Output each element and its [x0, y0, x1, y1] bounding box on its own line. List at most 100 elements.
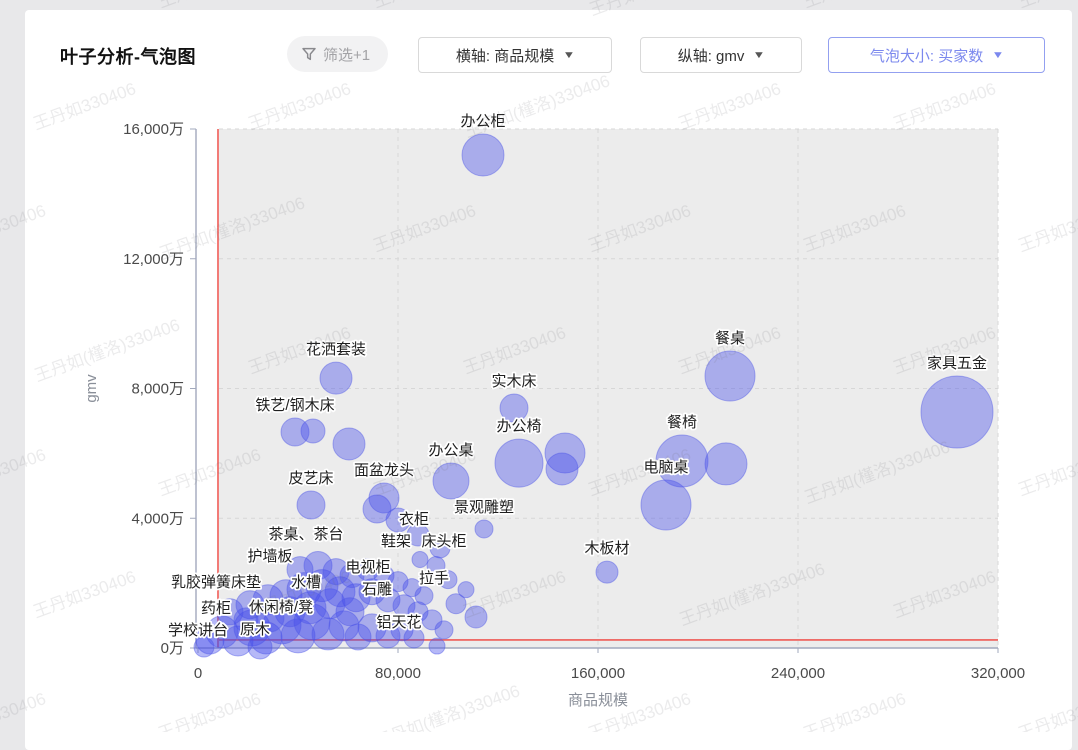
bubble[interactable] [434, 620, 454, 640]
x-axis-select-label: 横轴: 商品规模 [455, 47, 555, 65]
bubble-size-select[interactable]: 气泡大小: 买家数 ▼ [828, 37, 1045, 73]
bubble[interactable] [255, 603, 285, 633]
x-tick-label: 80,000 [375, 665, 421, 682]
bubble[interactable] [286, 556, 314, 584]
bubble[interactable] [640, 479, 692, 531]
bubble[interactable] [319, 361, 353, 395]
bubble[interactable] [252, 584, 284, 616]
bubble[interactable] [429, 537, 451, 559]
bubble[interactable] [247, 634, 273, 660]
bubble[interactable] [233, 607, 259, 633]
bubble[interactable] [362, 494, 392, 524]
bubble[interactable] [358, 578, 386, 606]
bubble[interactable] [216, 598, 244, 626]
bubble[interactable] [411, 551, 429, 569]
bubble[interactable] [280, 618, 316, 654]
bubble[interactable] [655, 434, 709, 488]
y-axis-select[interactable]: 纵轴: gmv ▼ [640, 37, 802, 73]
bubble[interactable] [293, 603, 331, 641]
x-tick-label: 160,000 [571, 665, 625, 682]
bubble[interactable] [341, 583, 371, 613]
bubble[interactable] [233, 609, 271, 647]
bubble[interactable] [464, 605, 488, 629]
bubble-label: 景观雕塑 [454, 499, 514, 516]
x-axis-select[interactable]: 横轴: 商品规模 ▼ [418, 37, 612, 73]
bubble[interactable] [356, 558, 380, 582]
bubble[interactable] [461, 133, 505, 177]
x-tick-label: 320,000 [971, 665, 1025, 682]
bubble[interactable] [274, 596, 306, 628]
bubble[interactable] [339, 563, 365, 589]
bubble[interactable] [293, 591, 327, 625]
bubble[interactable] [421, 609, 443, 631]
bubble[interactable] [303, 551, 333, 581]
y-tick-label: 16,000万 [123, 121, 184, 138]
bubble[interactable] [322, 558, 350, 586]
bubble[interactable] [357, 613, 387, 643]
bubble-label: 办公椅 [496, 418, 541, 435]
bubble-label: 餐椅 [667, 414, 697, 431]
bubble[interactable] [296, 490, 326, 520]
bubble[interactable] [407, 601, 429, 623]
bubble[interactable] [414, 586, 434, 606]
bubble[interactable] [387, 571, 409, 593]
bubble[interactable] [249, 621, 283, 655]
bubble[interactable] [311, 617, 345, 651]
bubble[interactable] [344, 623, 372, 651]
bubble[interactable] [406, 523, 430, 547]
bubble-label: 拉手 [419, 570, 449, 587]
bubble-label: 衣柜 [399, 511, 429, 528]
bubble[interactable] [300, 418, 326, 444]
bubble[interactable] [335, 597, 365, 627]
bubble[interactable] [375, 587, 401, 613]
bubble[interactable] [222, 625, 254, 657]
bubble[interactable] [704, 442, 748, 486]
bubble[interactable] [205, 615, 239, 649]
bubble[interactable] [595, 560, 619, 584]
bubble-chart-canvas[interactable]: 0 80,000 160,000 240,000 320,000 0万 4,000万 8,00… [0, 0, 1078, 732]
bubble[interactable] [403, 627, 425, 649]
y-tick-label: 0万 [161, 640, 184, 657]
bubble[interactable] [332, 427, 366, 461]
bubble[interactable] [545, 452, 579, 486]
bubble[interactable] [368, 482, 400, 514]
x-tick-label: 240,000 [771, 665, 825, 682]
bubble[interactable] [385, 507, 411, 533]
bubble[interactable] [390, 618, 414, 642]
bubble[interactable] [704, 350, 756, 402]
bubble-label: 学校讲台 [168, 622, 228, 639]
bubble[interactable] [426, 556, 446, 576]
bubble[interactable] [402, 578, 422, 598]
bubble-label: 护墙板 [247, 547, 292, 565]
bubble[interactable] [269, 579, 303, 613]
bubble[interactable] [474, 519, 494, 539]
filter-button[interactable]: 筛选+1 [287, 36, 389, 72]
bubble[interactable] [494, 438, 544, 488]
bubble[interactable] [193, 636, 215, 658]
bubble-label: 铝天花 [376, 614, 421, 631]
bubble[interactable] [920, 375, 994, 449]
bubble[interactable] [438, 570, 458, 590]
bubble[interactable] [457, 581, 475, 599]
bubble[interactable] [280, 417, 310, 447]
bubble[interactable] [324, 576, 356, 608]
bubble[interactable] [305, 569, 339, 603]
bubble-label: 铁艺/钢木床 [255, 397, 334, 414]
bubble[interactable] [314, 588, 346, 620]
bubble[interactable] [544, 432, 586, 474]
bubble[interactable] [373, 565, 395, 587]
bubble-label: 办公桌 [428, 442, 473, 459]
y-axis-select-label: 纵轴: gmv [677, 47, 745, 65]
bubble[interactable] [445, 593, 467, 615]
bubble[interactable] [235, 590, 265, 620]
bubble[interactable] [432, 462, 470, 500]
bubble[interactable] [375, 623, 401, 649]
bubble[interactable] [392, 594, 416, 618]
bubble[interactable] [499, 393, 529, 423]
bubble[interactable] [286, 572, 322, 608]
bubble[interactable] [328, 610, 360, 642]
bubble[interactable] [262, 605, 302, 645]
bubble[interactable] [428, 637, 446, 655]
bubble[interactable] [195, 625, 225, 655]
